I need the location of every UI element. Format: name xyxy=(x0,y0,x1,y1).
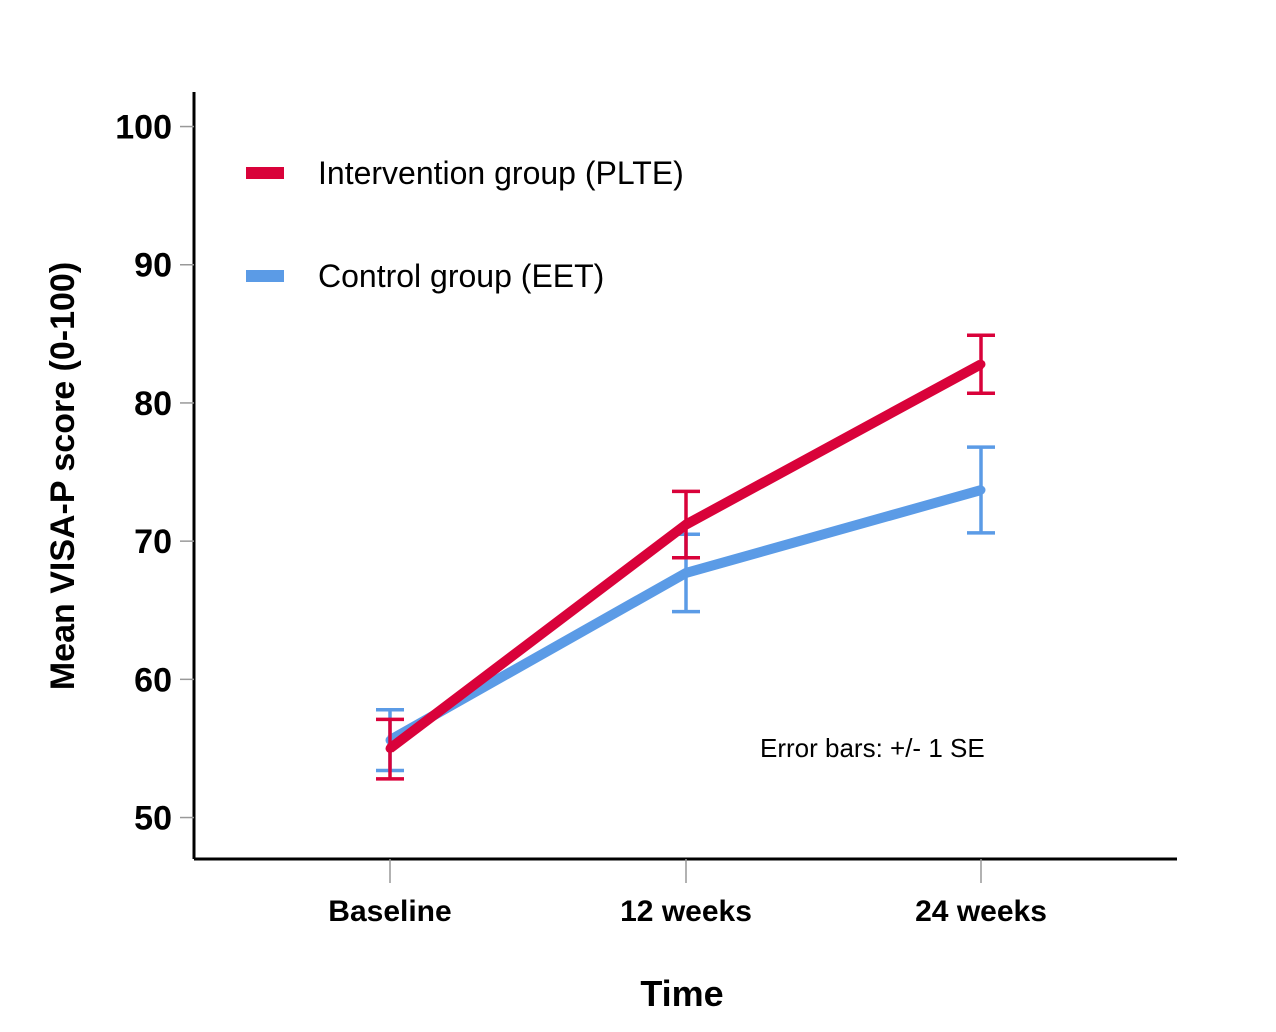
data-point xyxy=(681,568,691,578)
x-tick-label: Baseline xyxy=(328,895,451,928)
y-tick-label: 80 xyxy=(134,385,172,423)
data-point xyxy=(385,743,395,753)
axes xyxy=(192,92,1177,861)
x-axis-ticks: Baseline 12 weeks 24 weeks xyxy=(328,859,1047,928)
y-tick-label: 60 xyxy=(134,661,172,699)
x-tick-label: 12 weeks xyxy=(620,895,752,928)
x-axis-title: Time xyxy=(640,973,723,1014)
legend-item: Intervention group (PLTE) xyxy=(246,155,684,191)
legend-item: Control group (EET) xyxy=(246,258,604,294)
series-intervention xyxy=(376,333,995,781)
data-point xyxy=(681,520,691,530)
x-tick-label: 24 weeks xyxy=(915,895,1047,928)
legend-label: Control group (EET) xyxy=(318,258,604,294)
data-point xyxy=(976,359,986,369)
legend-swatch xyxy=(246,167,284,179)
y-tick-label: 70 xyxy=(134,523,172,561)
data-point xyxy=(976,485,986,495)
y-axis-title: Mean VISA-P score (0-100) xyxy=(44,262,82,690)
y-tick-label: 90 xyxy=(134,247,172,285)
series-layer xyxy=(376,333,995,781)
legend-label: Intervention group (PLTE) xyxy=(318,155,684,191)
legend: Intervention group (PLTE) Control group (… xyxy=(246,155,684,294)
error-bar-note: Error bars: +/- 1 SE xyxy=(760,733,985,763)
y-tick-label: 100 xyxy=(115,109,172,147)
y-tick-label: 50 xyxy=(134,800,172,838)
y-axis-ticks: 50 60 70 80 90 100 xyxy=(115,109,194,838)
legend-swatch xyxy=(246,270,284,282)
